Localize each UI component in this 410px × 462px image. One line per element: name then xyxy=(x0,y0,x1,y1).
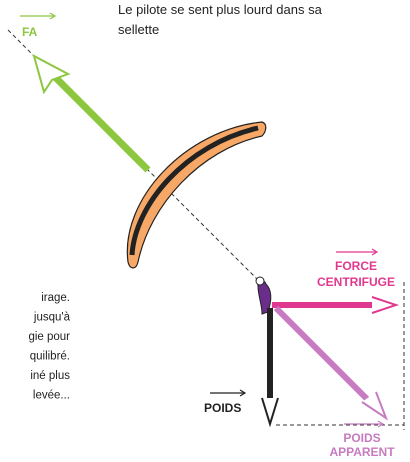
apparent-weight-arrow xyxy=(276,308,372,404)
side-text-line: levée... xyxy=(33,390,70,402)
side-text-line: gie pour xyxy=(28,331,70,343)
weight-arrowhead xyxy=(262,398,278,424)
fa-arrow xyxy=(48,70,148,170)
apparent-weight-label: APPARENT xyxy=(329,445,395,459)
fa-label: FA xyxy=(22,25,38,39)
centrifugal-arrowhead xyxy=(372,297,396,313)
side-text-line: jusqu'à xyxy=(33,312,71,324)
centrifugal-label: CENTRIFUGE xyxy=(317,275,395,289)
paraglider-wing xyxy=(127,122,265,268)
centrifugal-label: FORCE xyxy=(335,259,377,273)
caption: sellette xyxy=(118,22,159,37)
weight-label: POIDS xyxy=(204,401,241,415)
side-text-line: irage. xyxy=(41,292,70,304)
side-text-line: quilibré. xyxy=(30,351,70,363)
caption: Le pilote se sent plus lourd dans sa xyxy=(118,2,323,17)
pilot-head xyxy=(256,277,264,285)
diagram: FA FORCE CENTRIFUGE POIDS POIDS APPARENT… xyxy=(0,0,410,462)
apparent-weight-label: POIDS xyxy=(343,431,380,445)
side-text-line: iné plus xyxy=(30,370,70,382)
side-text: irage. jusqu'à gie pour quilibré. iné plus le… xyxy=(28,292,70,402)
